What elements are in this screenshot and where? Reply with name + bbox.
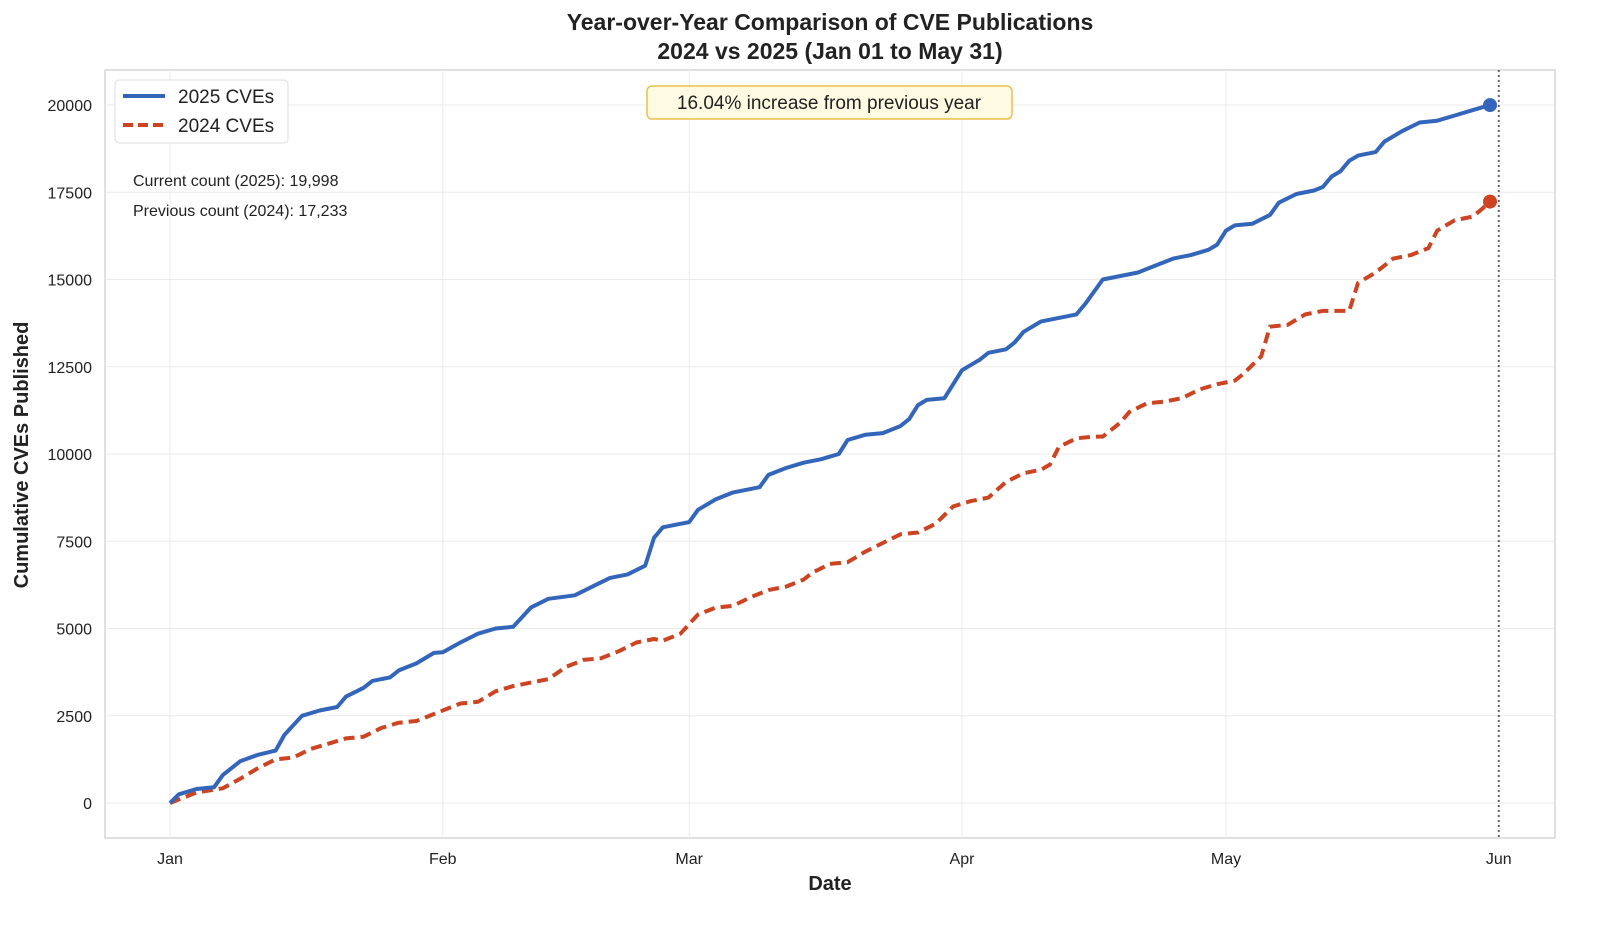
y-tick-label: 2500: [56, 709, 92, 726]
previous-count-text: Previous count (2024): 17,233: [133, 203, 347, 220]
series-line-2025: [168, 103, 1491, 805]
y-tick-label: 5000: [56, 622, 92, 639]
x-tick-label: Jun: [1486, 851, 1512, 868]
y-tick-label: 17500: [48, 185, 93, 202]
y-axis-label: Cumulative CVEs Published: [11, 322, 33, 589]
legend-label-2025: 2025 CVEs: [178, 87, 274, 108]
chart-subtitle: 2024 vs 2025 (Jan 01 to May 31): [657, 38, 1002, 64]
x-axis-label: Date: [808, 873, 851, 895]
legend: 2025 CVEs 2024 CVEs: [114, 79, 289, 144]
series-line-2024: [169, 200, 1492, 805]
series-lines: [168, 98, 1497, 805]
x-tick-label: Mar: [675, 851, 703, 868]
y-tick-label: 12500: [48, 360, 93, 377]
end-marker-2025: [1483, 98, 1497, 113]
x-tick-label: Apr: [950, 851, 976, 868]
y-tick-label: 20000: [48, 98, 93, 115]
x-tick-label: Jan: [157, 851, 183, 868]
end-marker-2024: [1483, 194, 1497, 209]
x-axis-ticks: Jan Feb Mar Apr May Jun: [157, 851, 1512, 868]
y-tick-label: 0: [83, 796, 92, 813]
annotation-box: 16.04% increase from previous year: [646, 85, 1013, 120]
y-tick-label: 7500: [56, 534, 92, 551]
chart-title: Year-over-Year Comparison of CVE Publica…: [567, 9, 1094, 35]
y-tick-label: 10000: [48, 447, 93, 464]
x-tick-label: May: [1211, 851, 1241, 868]
y-axis-ticks: 0 2500 5000 7500 10000 12500 15000 17500 20000: [48, 98, 93, 813]
y-tick-label: 15000: [48, 273, 93, 290]
annotation-text: 16.04% increase from previous year: [677, 93, 982, 114]
legend-label-2024: 2024 CVEs: [178, 116, 274, 137]
x-tick-label: Feb: [429, 851, 457, 868]
current-count-text: Current count (2025): 19,998: [133, 173, 339, 190]
